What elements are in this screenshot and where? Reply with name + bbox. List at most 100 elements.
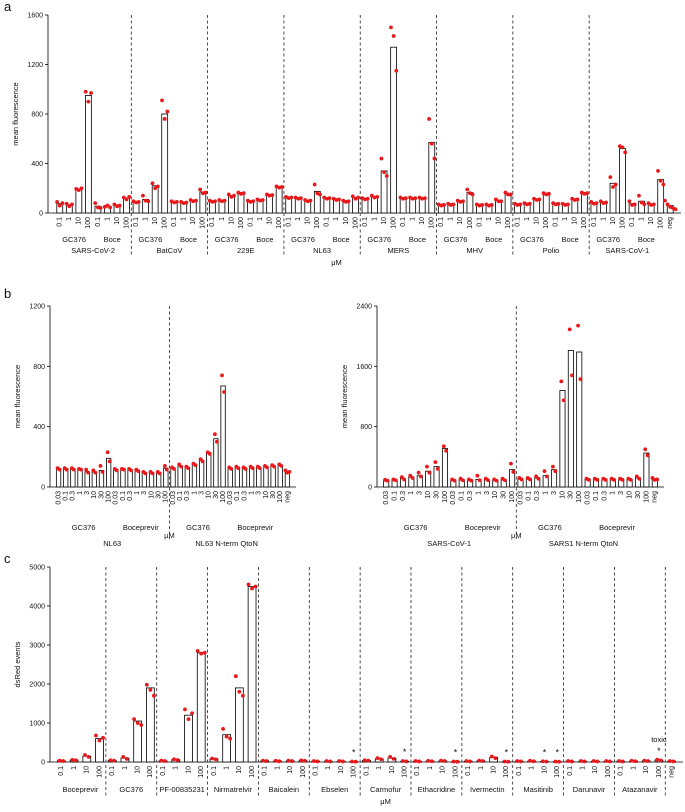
dose-tick-label: 30 (213, 491, 220, 499)
data-point (612, 477, 616, 482)
data-point (576, 323, 580, 328)
bar (619, 148, 626, 214)
data-point (83, 89, 88, 94)
y-tick-label: 5000 (29, 565, 45, 572)
dose-tick-label: 3 (198, 491, 205, 495)
y-tick-label: 0 (39, 211, 43, 218)
bar (222, 734, 231, 763)
data-point (591, 759, 596, 763)
bar (220, 385, 226, 488)
data-point (136, 199, 141, 204)
data-point (432, 156, 437, 161)
dose-tick-label: 1 (181, 217, 188, 221)
dose-tick-label: 1 (638, 217, 645, 221)
neg-label: neg (667, 217, 674, 229)
data-point (671, 759, 676, 764)
group-label: GC376 (119, 785, 143, 794)
dose-tick-label: 100 (643, 491, 650, 503)
data-point (369, 193, 374, 198)
data-point (451, 759, 456, 764)
dose-tick-label: 10 (148, 491, 155, 499)
bar (275, 186, 283, 214)
dose-tick-label: 1 (371, 217, 378, 221)
dose-tick-label: 0.03 (55, 491, 62, 505)
data-point (566, 759, 571, 763)
bar (390, 46, 397, 214)
bar (256, 466, 262, 488)
dose-tick-label: 30 (156, 491, 163, 499)
dose-tick-label: 0.3 (241, 491, 248, 501)
data-point (76, 188, 81, 193)
dose-tick-label: 0.1 (516, 766, 523, 776)
dose-tick-label: 1 (448, 217, 455, 221)
data-point (57, 467, 62, 472)
bar (277, 464, 283, 488)
data-point (290, 759, 294, 763)
dose-tick-label: 0.1 (211, 766, 218, 776)
bar (235, 687, 244, 763)
data-point (105, 203, 110, 208)
bar (120, 468, 126, 488)
y-axis-label: mean fluorescence (13, 365, 22, 428)
dose-tick-label: 10 (490, 766, 497, 774)
dose-tick-label: 100 (452, 766, 459, 778)
data-point (493, 756, 498, 760)
bar (581, 192, 588, 214)
data-point (658, 178, 663, 183)
dose-tick-label: 1 (408, 491, 415, 495)
dose-tick-label: 1 (173, 766, 180, 770)
data-point (603, 477, 608, 482)
data-point (382, 170, 386, 175)
data-point (105, 450, 110, 455)
data-point (665, 202, 670, 207)
bar (161, 113, 169, 214)
data-point (98, 463, 103, 468)
group-label: MERS (388, 246, 410, 255)
data-point (264, 759, 269, 763)
data-point (442, 203, 446, 207)
data-point (551, 464, 555, 469)
inhibitor-label: GC376 (404, 523, 428, 532)
data-point (200, 459, 205, 464)
group-label: NL63 N-term QtoN (195, 539, 258, 548)
data-point (243, 467, 248, 471)
group-label: BatCoV (157, 246, 183, 255)
data-point (241, 191, 246, 196)
y-axis-label: dsRed events (13, 641, 22, 687)
data-point (417, 759, 422, 764)
dose-tick-label: 10 (185, 766, 192, 774)
dose-tick-label: 10 (425, 491, 432, 499)
data-point (215, 439, 219, 444)
dose-tick-label: 0.1 (526, 491, 533, 501)
data-point (213, 757, 218, 762)
data-point (518, 759, 523, 764)
y-tick-label: 800 (33, 364, 45, 371)
data-point (623, 150, 628, 155)
dose-tick-label: 1 (333, 217, 340, 221)
dose-tick-label: 10 (152, 217, 159, 225)
dose-tick-label: 0.1 (120, 491, 127, 501)
dose-tick-label: 100 (300, 766, 307, 778)
data-point (611, 185, 615, 189)
data-point (452, 478, 457, 483)
data-point (356, 195, 361, 200)
inhibitor-label: GC376 (215, 235, 239, 244)
data-point (108, 205, 113, 210)
data-point (494, 478, 499, 483)
data-point (464, 759, 469, 763)
dose-tick-label: 100 (105, 491, 112, 503)
chart-c: 0 1000 2000 3000 4000 5000 dsRed events 0.1 1 10 1… (13, 565, 683, 806)
dose-tick-label: 10 (559, 491, 566, 499)
data-point (425, 464, 429, 469)
inhibitor-label: Boceprevir (237, 523, 273, 532)
bar (263, 466, 269, 488)
group-label: SARS-CoV-2 (71, 246, 115, 255)
data-point (595, 477, 600, 482)
bar (95, 738, 104, 763)
data-point (174, 199, 179, 204)
data-point (228, 736, 233, 741)
toxic-annotation: toxic (651, 735, 667, 744)
data-point (515, 759, 520, 763)
data-point (70, 202, 74, 207)
